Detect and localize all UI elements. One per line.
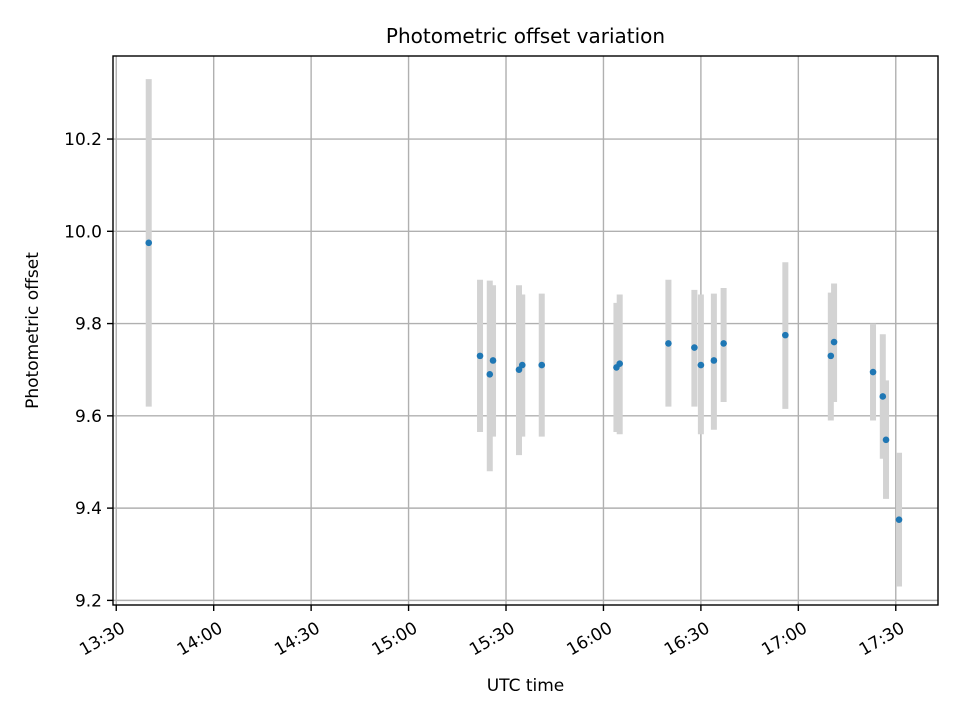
grid	[113, 56, 938, 605]
plot-frame	[112, 55, 939, 606]
data-point	[489, 357, 497, 364]
y-tick-label: 9.2	[75, 591, 102, 611]
y-tick-label: 9.4	[75, 499, 102, 519]
y-tick-label: 10.2	[64, 130, 102, 150]
data-point	[697, 361, 705, 369]
x-axis-label: UTC time	[487, 676, 565, 696]
data-point	[145, 239, 153, 247]
y-axis-label: Photometric offset	[23, 252, 43, 409]
y-tick-label: 9.8	[75, 315, 102, 335]
data-point	[710, 357, 718, 364]
y-tick-label: 10.0	[64, 222, 102, 242]
data-point	[882, 436, 890, 444]
data-point	[486, 371, 494, 378]
data-point	[827, 352, 835, 360]
data-point	[476, 352, 484, 360]
data-point	[518, 361, 526, 369]
data-point	[538, 361, 546, 369]
data-point	[515, 366, 523, 374]
data-point	[691, 344, 698, 351]
data-point	[782, 331, 789, 339]
chart-title: Photometric offset variation	[386, 24, 665, 48]
y-tick-label: 9.6	[75, 407, 102, 427]
data-point	[879, 393, 887, 400]
data-point	[869, 368, 877, 376]
data-point	[616, 360, 623, 368]
data-point	[895, 516, 903, 523]
data-point	[720, 340, 727, 347]
data-points	[145, 239, 903, 523]
data-point	[665, 340, 672, 347]
data-point	[830, 338, 838, 346]
